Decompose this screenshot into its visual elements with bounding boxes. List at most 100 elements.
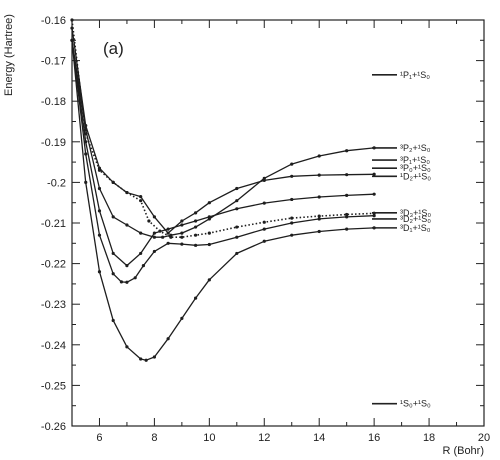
data-point [141, 264, 146, 268]
x-tick-label: 20 [478, 432, 490, 444]
data-point [262, 227, 266, 231]
y-tick-label: -0.2 [47, 177, 66, 189]
data-point [290, 197, 294, 202]
data-point [152, 215, 156, 219]
data-point [317, 229, 321, 234]
x-axis-title: R (Bohr) [442, 445, 484, 457]
data-point [125, 264, 129, 268]
data-point [111, 272, 115, 276]
data-point [194, 296, 198, 300]
data-point [317, 195, 321, 199]
data-point [125, 190, 129, 195]
asymptote-label: ¹P₁+¹S₀ [400, 70, 430, 80]
axis-ticks: 6 8 10 12 14 16 18 20 -0.16 -0.17 -0.18 -0.19 -0.2 -0… [41, 15, 490, 444]
data-point [166, 337, 170, 341]
data-point [97, 186, 102, 191]
data-point [180, 316, 184, 321]
x-tick-label: 16 [368, 432, 380, 444]
asymptote-label: ³P₀+¹S₀ [400, 163, 431, 173]
x-tick-label: 12 [258, 432, 270, 444]
y-tick-label: -0.22 [41, 259, 66, 271]
data-point [345, 149, 349, 153]
data-point [111, 215, 115, 219]
data-point [345, 215, 349, 219]
asymptote-label: ³P₂+¹S₀ [400, 143, 431, 153]
series-5 [70, 26, 376, 235]
y-axis-title: Energy (Hartree) [3, 14, 15, 96]
x-tick-label: 14 [313, 432, 325, 444]
data-point [235, 235, 239, 239]
data-point [166, 241, 170, 245]
data-point [133, 276, 137, 280]
y-tick-label: -0.18 [41, 96, 66, 108]
data-point [139, 231, 143, 235]
data-point [144, 358, 148, 362]
data-point [84, 128, 88, 132]
data-point [235, 186, 239, 191]
data-point [180, 219, 184, 223]
data-point [152, 235, 156, 239]
panel-label: (a) [103, 39, 124, 58]
data-point [207, 201, 211, 205]
data-point [180, 223, 184, 227]
data-point [139, 251, 143, 256]
data-point [158, 229, 162, 233]
data-point [290, 174, 294, 178]
data-point [317, 154, 321, 158]
data-point [169, 233, 173, 237]
data-point [180, 242, 184, 246]
data-point [345, 227, 349, 231]
x-tick-label: 10 [203, 432, 215, 444]
data-point [70, 26, 74, 30]
asymptote-label: ¹D₂+¹S₀ [400, 171, 431, 181]
data-point [290, 233, 294, 237]
data-point [166, 227, 170, 231]
data-point [97, 166, 102, 170]
y-tick-label: -0.25 [41, 380, 66, 392]
series-line [71, 40, 375, 238]
data-point [139, 357, 143, 361]
series-3 [70, 38, 376, 268]
y-tick-label: -0.19 [41, 137, 66, 149]
data-point [235, 225, 239, 229]
data-point [290, 221, 294, 225]
data-point [84, 152, 88, 156]
data-point [70, 18, 74, 22]
data-point [194, 211, 198, 215]
y-tick-label: -0.21 [41, 218, 66, 230]
data-point [111, 318, 115, 323]
data-point [161, 235, 165, 239]
asymptote-label: ³D₁+¹S₀ [400, 223, 431, 233]
data-point [139, 199, 143, 203]
data-point [207, 278, 211, 282]
data-point [97, 270, 102, 274]
series-line [71, 28, 375, 234]
data-point [180, 231, 184, 235]
data-point [207, 231, 211, 235]
data-point [97, 209, 102, 213]
data-point [345, 173, 349, 177]
asymptote-label: ³D₃+¹S₀ [400, 208, 431, 218]
asymptote-label: ¹S₀+¹S₀ [400, 399, 431, 409]
data-point [111, 251, 115, 256]
data-point [152, 249, 156, 254]
y-tick-label: -0.17 [41, 56, 66, 68]
series-2 [70, 38, 376, 284]
data-point [194, 219, 198, 223]
data-point [111, 180, 115, 184]
data-point [262, 176, 266, 180]
data-point [290, 216, 294, 220]
asymptote-label: ³P₁+¹S₀ [400, 155, 430, 165]
data-point [372, 214, 376, 218]
data-point [180, 235, 184, 239]
data-point [262, 220, 266, 224]
data-point [345, 193, 349, 197]
x-tick-label: 18 [423, 432, 435, 444]
asymptote-label: ³D₂+¹S₀ [400, 214, 431, 224]
y-tick-label: -0.24 [41, 340, 66, 352]
series-line [71, 40, 375, 361]
data-point [235, 251, 239, 256]
data-point [194, 243, 198, 247]
